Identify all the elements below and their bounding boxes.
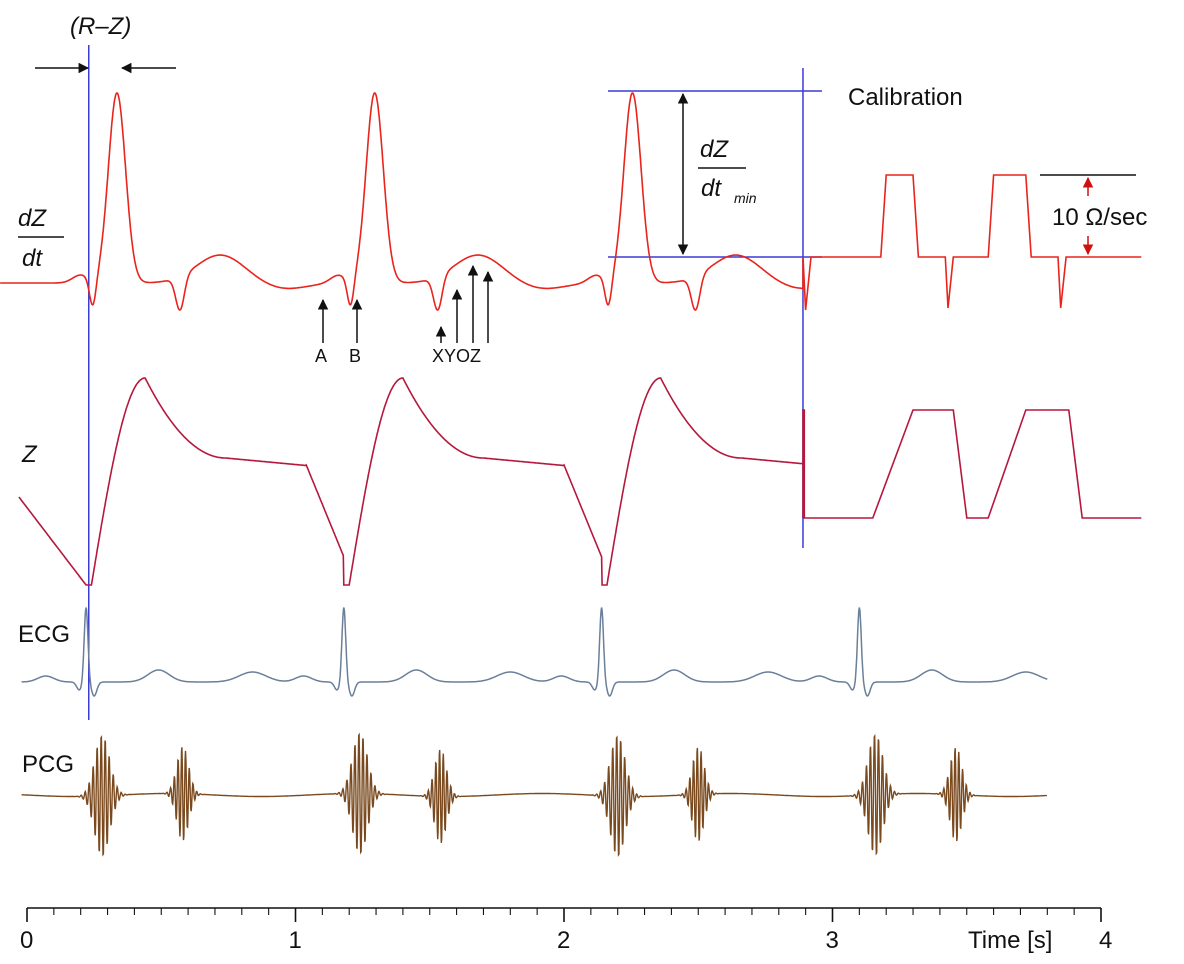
x-axis-tick-label: 1 (289, 927, 302, 954)
dzdt-min-subscript: min (734, 190, 757, 206)
pcg-label: PCG (22, 751, 74, 778)
z-trace (18, 377, 803, 586)
dzdt-label-denominator: dt (22, 245, 43, 272)
calibration-value-label: 10 Ω/sec (1052, 204, 1147, 231)
point-a-label: A (315, 346, 327, 366)
dzdt-trace (0, 92, 804, 311)
dzdt-min-numerator: dZ (700, 136, 729, 163)
point-b-label: B (349, 346, 361, 366)
pcg-trace (21, 732, 1048, 857)
x-axis-tick-label: 4 (1099, 927, 1112, 954)
z-label: Z (21, 441, 38, 468)
rz-label: (R–Z) (70, 13, 131, 40)
x-axis: 0 1 2 3 4 (20, 907, 1112, 954)
dzdt-min-denominator: dt (701, 175, 722, 202)
calibration-label: Calibration (848, 84, 963, 111)
ecg-label: ECG (18, 621, 70, 648)
traces (0, 92, 1142, 857)
point-xyoz-label: XYOZ (432, 346, 481, 366)
z-calibration-trace (802, 409, 1142, 519)
x-axis-tick-label: 3 (826, 927, 839, 954)
dzdt-label-numerator: dZ (18, 205, 47, 232)
x-axis-tick-label: 2 (557, 927, 570, 954)
ecg-trace (21, 607, 1048, 697)
trace-labels: dZ dt Z ECG PCG (R–Z) Calibration 10 Ω/s… (18, 13, 1147, 954)
x-axis-tick-label: 0 (20, 927, 33, 954)
annotations (35, 45, 1136, 720)
x-axis-title: Time [s] (968, 927, 1052, 954)
dzdt-calibration-trace (802, 174, 1142, 311)
